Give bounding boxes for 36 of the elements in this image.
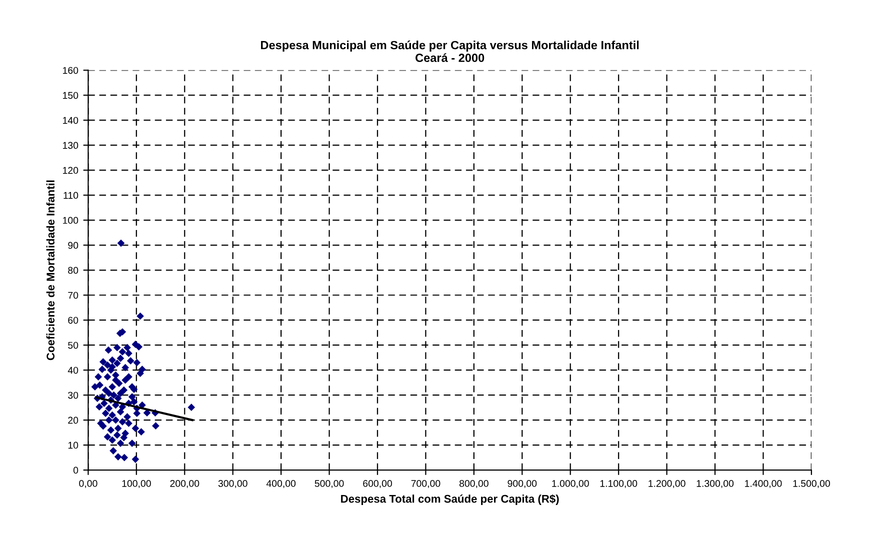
x-tick-label: 800,00: [459, 480, 488, 488]
x-tick-label: 700,00: [411, 480, 440, 488]
y-tick-label: 70: [68, 292, 78, 299]
x-tick-label: 300,00: [218, 480, 248, 488]
y-tick-label: 60: [68, 316, 78, 324]
y-tick-label: 0: [73, 466, 78, 474]
x-tick-label: 0,00: [79, 480, 98, 488]
y-tick-label: 50: [68, 342, 78, 349]
y-tick-label: 20: [68, 416, 78, 424]
x-tick-label: 1.200,00: [648, 480, 686, 488]
y-tick-label: 140: [63, 116, 78, 124]
x-tick-label: 1.400,00: [745, 480, 782, 488]
x-tick-label: 100,00: [122, 480, 151, 488]
x-tick-label: 900,00: [508, 480, 537, 488]
y-tick-label: 120: [63, 166, 78, 174]
y-tick-label: 10: [68, 442, 78, 449]
x-tick-label: 1.100,00: [600, 480, 638, 488]
x-tick-label: 600,00: [363, 480, 392, 488]
y-axis-title: Coeficiente de Mortalidade Infantil: [46, 180, 55, 360]
x-tick-label: 1.500,00: [793, 480, 830, 488]
y-tick-label: 160: [63, 66, 78, 74]
y-tick-label: 110: [64, 192, 78, 199]
y-tick-label: 100: [63, 216, 78, 224]
y-tick-label: 150: [63, 92, 78, 99]
x-tick-label: 500,00: [314, 480, 344, 488]
y-tick-label: 40: [68, 366, 78, 374]
y-tick-label: 30: [68, 392, 78, 399]
y-tick-label: 130: [63, 142, 78, 149]
y-tick-label: 80: [68, 266, 78, 274]
chart-title: Despesa Municipal em Saúde per Capita versus Mortalidade Infantil Ceará - 2000: [261, 40, 639, 62]
x-tick-label: 1.000,00: [552, 480, 589, 488]
x-tick-label: 400,00: [266, 480, 296, 488]
x-axis-title: Despesa Total com Saúde per Capita (R$): [341, 494, 559, 505]
y-tick-label: 90: [68, 242, 78, 249]
x-tick-label: 1.300,00: [696, 480, 734, 488]
x-tick-label: 200,00: [170, 480, 200, 488]
